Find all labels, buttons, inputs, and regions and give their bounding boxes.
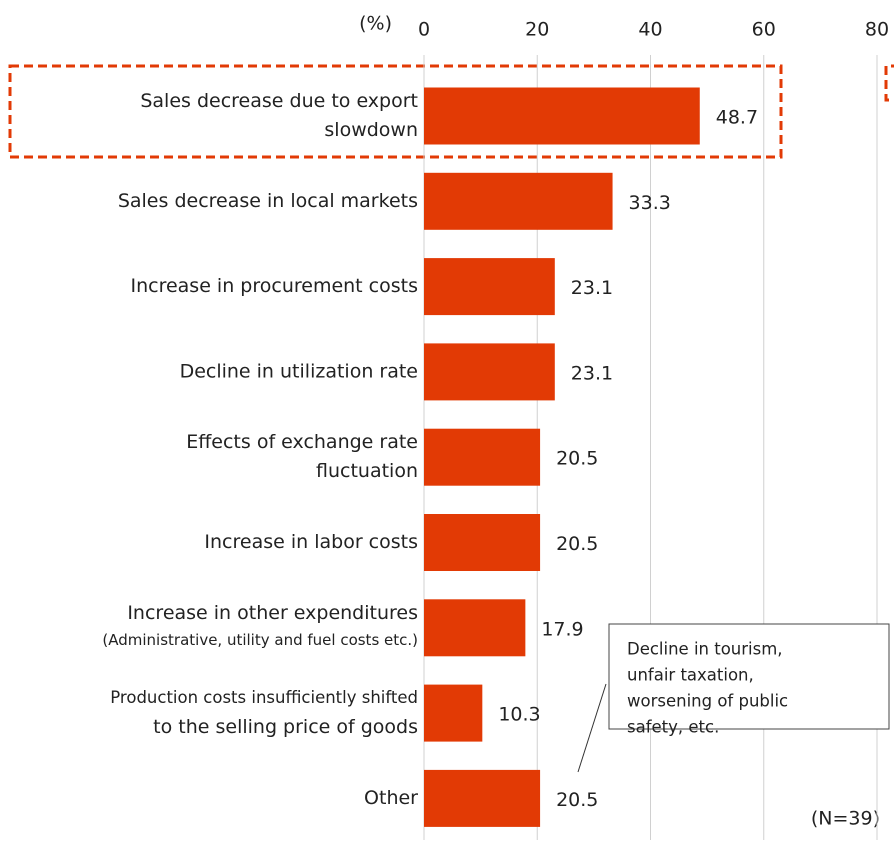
value-label: 20.5 [556,533,598,555]
bars [424,87,700,827]
category-label: Sales decrease in local markets [118,190,418,212]
bar [424,258,555,316]
annotation-text: safety, etc. [627,718,719,737]
category-label: Effects of exchange rate [186,431,418,453]
value-label: 20.5 [556,789,598,811]
category-label: Sales decrease due to export [140,90,418,112]
value-label: 20.5 [556,448,598,470]
x-tick-label: 40 [638,19,662,41]
annotation-text: unfair taxation, [627,666,754,685]
x-tick-label: 20 [525,19,549,41]
value-label: 23.1 [571,362,613,384]
leader-line [577,683,607,773]
highlight-box-partial [884,64,894,102]
value-label: 23.1 [571,277,613,299]
bar [424,514,541,571]
value-label: 17.9 [541,618,583,640]
bar [424,87,700,145]
category-label: Other [364,787,418,809]
x-tick-label: 80 [865,19,889,41]
value-label: 10.3 [498,704,540,726]
bar [424,769,541,827]
bar [424,172,613,230]
annotation-box [608,623,890,730]
footnote: (N=39) [811,808,880,830]
x-tick-label: 0 [418,19,430,41]
category-label: Decline in utilization rate [180,360,418,382]
category-label: fluctuation [316,460,418,482]
category-label: Increase in other expenditures [127,602,418,624]
bar [424,599,526,657]
category-label: Increase in labor costs [204,531,418,553]
category-label: to the selling price of goods [153,716,418,738]
category-label: slowdown [324,119,418,141]
bar [424,428,541,486]
value-label: 33.3 [629,192,671,214]
bar [424,343,555,401]
category-label: Increase in procurement costs [130,275,418,297]
x-tick-label: 60 [752,19,776,41]
category-label: Production costs insufficiently shifted [110,688,418,707]
category-note: (Administrative, utility and fuel costs … [102,631,418,649]
axis-unit: (%) [359,13,392,35]
annotation-text: worsening of public [627,692,788,711]
value-label: 48.7 [716,107,758,129]
bar [424,684,483,742]
annotation-text: Decline in tourism, [627,640,783,659]
highlight-box [8,64,783,159]
